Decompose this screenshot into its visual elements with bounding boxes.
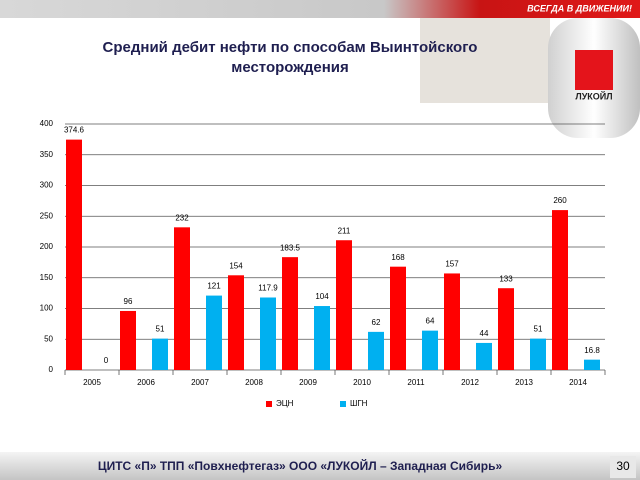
value-label: 51 (534, 325, 543, 334)
logo-text: ЛУКОЙЛ (575, 90, 612, 101)
value-label: 260 (553, 196, 567, 205)
value-label: 374.6 (64, 126, 85, 135)
value-label: 183.5 (280, 243, 301, 252)
x-tick-label: 2014 (569, 378, 587, 387)
value-label: 121 (207, 282, 221, 291)
x-tick-label: 2012 (461, 378, 479, 387)
value-label: 117.9 (258, 284, 278, 293)
bar (228, 275, 244, 370)
value-label: 133 (499, 274, 513, 283)
slogan: ВСЕГДА В ДВИЖЕНИИ! (527, 3, 632, 13)
value-label: 211 (338, 226, 351, 235)
value-label: 168 (391, 253, 405, 262)
value-label: 154 (229, 261, 243, 270)
footer-text: ЦИТС «П» ТПП «Повхнефтегаз» ООО «ЛУКОЙЛ … (98, 458, 503, 473)
bar (530, 338, 546, 370)
value-label: 64 (426, 317, 435, 326)
bar (314, 306, 330, 370)
chart-title: Средний дебит нефти по способам Выинтойс… (103, 39, 478, 76)
bar (498, 288, 514, 370)
value-label: 232 (175, 213, 189, 222)
x-tick-label: 2011 (407, 378, 425, 387)
x-tick-label: 2008 (245, 378, 263, 387)
value-label: 44 (480, 329, 489, 338)
bar (260, 297, 276, 370)
value-label: 16.8 (584, 346, 600, 355)
top-band (0, 0, 640, 18)
footer-band (0, 452, 640, 480)
y-tick-label: 250 (40, 211, 54, 220)
y-tick-label: 400 (40, 119, 54, 128)
bar (390, 266, 406, 370)
y-tick-label: 100 (40, 304, 54, 313)
bar (584, 359, 600, 370)
page-box (610, 456, 636, 478)
bar (444, 273, 460, 370)
bar (476, 342, 492, 370)
bar (368, 331, 384, 370)
y-tick-label: 350 (40, 150, 54, 159)
value-label: 157 (445, 260, 459, 269)
y-tick-label: 150 (40, 273, 54, 282)
y-tick-label: 200 (40, 242, 54, 251)
y-tick-label: 300 (40, 181, 54, 190)
x-tick-label: 2009 (299, 378, 317, 387)
bar (422, 330, 438, 370)
bar (206, 295, 222, 370)
bar (336, 240, 352, 370)
bar (174, 227, 190, 370)
legend-swatch (340, 401, 346, 407)
bar (152, 338, 168, 370)
x-tick-label: 2006 (137, 378, 155, 387)
value-label: 62 (372, 318, 381, 327)
value-label: 0 (104, 356, 109, 365)
bar (552, 210, 568, 370)
legend-swatch (266, 401, 272, 407)
bar (282, 257, 298, 370)
value-label: 104 (315, 292, 329, 301)
x-tick-label: 2013 (515, 378, 533, 387)
bar (120, 310, 136, 370)
header-photo (420, 18, 550, 103)
y-tick-label: 0 (49, 365, 54, 374)
x-tick-label: 2007 (191, 378, 209, 387)
value-label: 51 (156, 325, 165, 334)
x-tick-label: 2005 (83, 378, 101, 387)
x-tick-label: 2010 (353, 378, 371, 387)
legend-label: ЭЦН (276, 399, 294, 408)
bar (66, 139, 82, 370)
legend-label: ШГН (350, 399, 368, 408)
page-number: 30 (616, 459, 630, 473)
value-label: 96 (124, 297, 133, 306)
y-tick-label: 50 (44, 334, 53, 343)
logo-mark (575, 50, 613, 90)
